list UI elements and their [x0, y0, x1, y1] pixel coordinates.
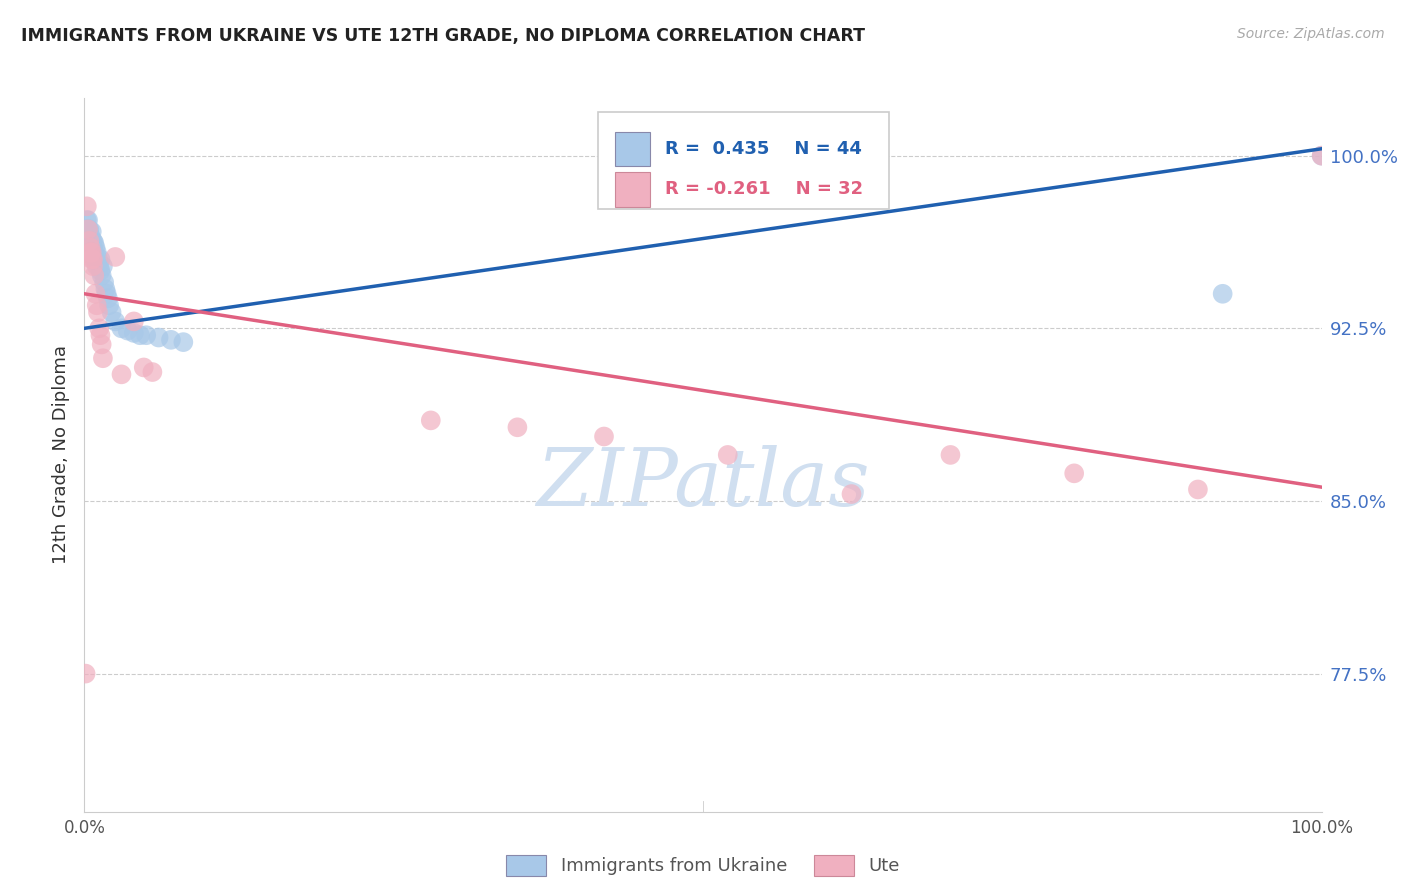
Point: [79, 229, 101, 244]
Point: [1310, 149, 1333, 163]
Point: [80, 225, 103, 239]
Point: [86, 245, 108, 260]
Point: [82, 252, 104, 267]
Point: [90, 268, 112, 283]
Point: [91, 259, 114, 273]
Point: [87, 305, 110, 319]
Point: [80, 252, 103, 267]
Point: [593, 429, 616, 443]
Point: [110, 368, 132, 382]
Point: [76, 199, 98, 213]
Point: [1310, 149, 1333, 163]
Point: [89, 252, 111, 267]
Point: [75, 666, 97, 681]
Text: R = -0.261    N = 32: R = -0.261 N = 32: [665, 180, 863, 198]
Point: [79, 245, 101, 260]
Point: [76, 213, 98, 227]
Bar: [616, 172, 650, 207]
Point: [129, 328, 152, 343]
Point: [132, 360, 155, 375]
Point: [717, 448, 740, 462]
Point: [84, 252, 107, 267]
Point: [96, 286, 118, 301]
Point: [82, 245, 104, 260]
Point: [79, 222, 101, 236]
Point: [86, 298, 108, 312]
Point: [77, 222, 100, 236]
Point: [80, 234, 103, 248]
Point: [122, 326, 145, 340]
Point: [104, 314, 127, 328]
Point: [97, 292, 120, 306]
Point: [89, 264, 111, 278]
Point: [1187, 483, 1209, 497]
Point: [172, 335, 194, 350]
Point: [75, 234, 97, 248]
Point: [77, 222, 100, 236]
Point: [93, 275, 115, 289]
Text: IMMIGRANTS FROM UKRAINE VS UTE 12TH GRADE, NO DIPLOMA CORRELATION CHART: IMMIGRANTS FROM UKRAINE VS UTE 12TH GRAD…: [21, 27, 865, 45]
Point: [91, 351, 114, 366]
Point: [100, 305, 122, 319]
Point: [160, 333, 183, 347]
Point: [83, 252, 105, 267]
Point: [939, 448, 962, 462]
Point: [110, 321, 132, 335]
Point: [82, 234, 104, 248]
Point: [80, 245, 103, 260]
Point: [79, 241, 101, 255]
Point: [122, 314, 145, 328]
Point: [79, 234, 101, 248]
Point: [117, 324, 139, 338]
Point: [79, 234, 101, 248]
FancyBboxPatch shape: [598, 112, 889, 209]
Point: [83, 236, 105, 251]
Point: [83, 268, 105, 283]
Point: [83, 245, 105, 260]
Bar: [616, 132, 650, 166]
Point: [87, 252, 110, 267]
Y-axis label: 12th Grade, No Diploma: 12th Grade, No Diploma: [52, 345, 70, 565]
Point: [84, 241, 107, 255]
Point: [84, 286, 107, 301]
Point: [148, 330, 170, 344]
Text: R =  0.435    N = 44: R = 0.435 N = 44: [665, 140, 862, 158]
Point: [86, 259, 108, 273]
Point: [141, 365, 163, 379]
Point: [79, 241, 101, 255]
Text: ZIPatlas: ZIPatlas: [536, 445, 870, 522]
Point: [82, 259, 104, 273]
Point: [89, 259, 111, 273]
Point: [135, 328, 157, 343]
Point: [89, 328, 111, 343]
Point: [506, 420, 529, 434]
Point: [80, 241, 103, 255]
Point: [104, 250, 127, 264]
Point: [841, 487, 863, 501]
Point: [1063, 467, 1085, 481]
Point: [77, 213, 100, 227]
Point: [419, 413, 441, 427]
Legend: Immigrants from Ukraine, Ute: Immigrants from Ukraine, Ute: [498, 846, 908, 885]
Point: [76, 222, 98, 236]
Text: Source: ZipAtlas.com: Source: ZipAtlas.com: [1237, 27, 1385, 41]
Point: [89, 321, 111, 335]
Point: [1212, 286, 1234, 301]
Point: [94, 282, 117, 296]
Point: [98, 298, 121, 312]
Point: [90, 337, 112, 351]
